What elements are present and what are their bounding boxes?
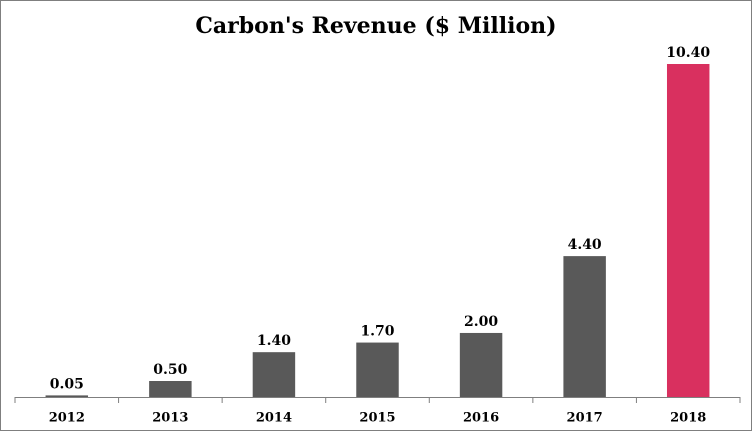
bar: [252, 352, 296, 397]
x-tick-label: 2017: [567, 411, 603, 426]
value-label: 10.40: [666, 45, 710, 61]
value-label: 4.40: [568, 237, 602, 253]
value-label: 0.50: [153, 362, 187, 378]
x-tick-label: 2015: [359, 411, 395, 426]
bar: [45, 395, 89, 397]
value-label: 0.05: [50, 376, 84, 392]
x-tick-label: 2018: [670, 411, 706, 426]
value-label: 2.00: [464, 314, 498, 330]
value-label: 1.70: [360, 324, 394, 340]
x-tick-label: 2014: [256, 411, 292, 426]
bar: [149, 380, 192, 397]
bar: [563, 256, 606, 397]
value-label: 1.40: [257, 333, 291, 349]
x-tick-label: 2016: [463, 411, 499, 426]
chart-title: Carbon's Revenue ($ Million): [195, 13, 556, 39]
bar: [666, 64, 710, 397]
x-tick-label: 2013: [152, 411, 188, 426]
x-tick-label: 2012: [49, 411, 85, 426]
bar: [356, 342, 399, 397]
bar: [459, 332, 503, 397]
